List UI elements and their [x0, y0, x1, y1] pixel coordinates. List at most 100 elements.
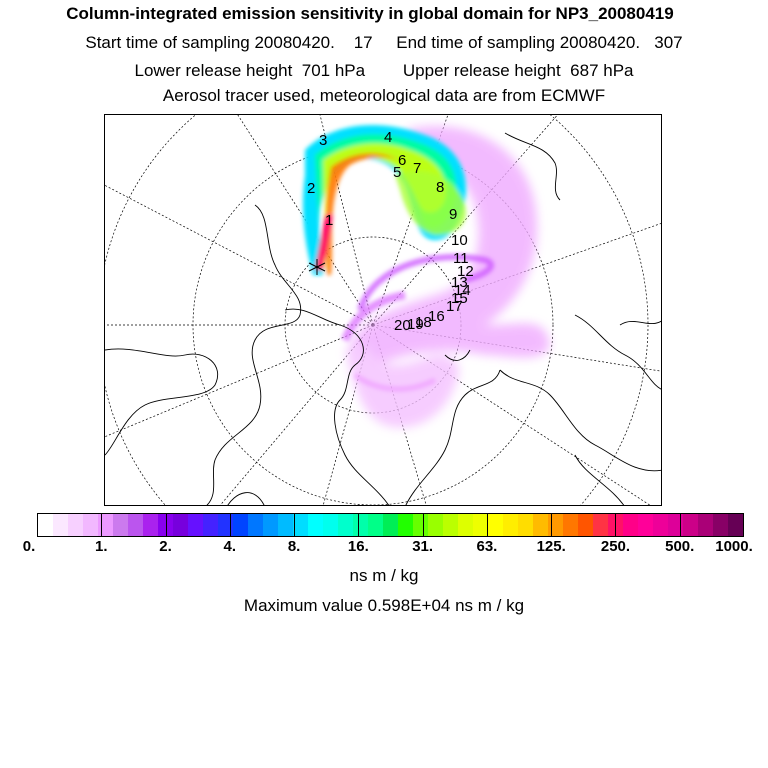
colorbar-cell — [233, 514, 248, 536]
colorbar-cell — [143, 514, 158, 536]
colorbar-cell — [443, 514, 458, 536]
colorbar-cell — [248, 514, 263, 536]
trajectory-label: 10 — [451, 232, 468, 249]
tracer-info-line: Aerosol tracer used, meteorological data… — [162, 86, 606, 105]
colorbar-tick-label: 63. — [476, 538, 498, 555]
colorbar-cell — [83, 514, 98, 536]
colorbar-cell — [458, 514, 473, 536]
colorbar-separator — [358, 513, 359, 537]
colorbar-cell — [398, 514, 413, 536]
colorbar-cell — [473, 514, 488, 536]
trajectory-label: 2 — [307, 180, 315, 197]
colorbar-cell — [308, 514, 323, 536]
map-canvas: 1 2 3 4 5 6 7 8 9 10 11 12 13 14 15 17 1… — [105, 115, 661, 505]
release-site-marker — [308, 259, 326, 275]
colorbar-tick-label: 1. — [95, 538, 108, 555]
colorbar-separator — [615, 513, 616, 537]
trajectory-label: 18 — [415, 314, 432, 331]
colorbar-separator — [487, 513, 488, 537]
colorbar-cell — [293, 514, 308, 536]
colorbar-separator — [101, 513, 102, 537]
colorbar-cell — [488, 514, 503, 536]
trajectory-label: 7 — [413, 160, 421, 177]
trajectory-label: 17 — [446, 298, 463, 315]
trajectory-label: 14 — [454, 282, 471, 299]
colorbar-cell — [203, 514, 218, 536]
maximum-value: Maximum value 0.598E+04 ns m / kg — [243, 596, 525, 615]
colorbar-cell — [638, 514, 653, 536]
colorbar-cell — [158, 514, 173, 536]
latitude-circles — [105, 115, 649, 505]
colorbar-cell — [218, 514, 233, 536]
release-height-line: Lower release height 701 hPa Upper relea… — [134, 61, 634, 80]
trajectory-label: 9 — [449, 206, 457, 223]
colorbar-tick-label: 4. — [223, 538, 237, 555]
trajectory-label: 12 — [457, 263, 474, 280]
colorbar-unit: ns m / kg — [349, 566, 419, 585]
colorbar-tick-label: 8. — [287, 538, 301, 555]
colorbar-cell — [518, 514, 533, 536]
trajectory-label: 6 — [398, 152, 406, 169]
colorbar-cell — [323, 514, 338, 536]
trajectory-label: 15 — [451, 290, 468, 307]
colorbar — [37, 513, 744, 537]
trajectory-label: 16 — [428, 308, 445, 325]
polar-map: 1 2 3 4 5 6 7 8 9 10 11 12 13 14 15 17 1… — [104, 114, 662, 506]
coastlines — [105, 132, 661, 505]
colorbar-cell — [68, 514, 83, 536]
colorbar-cell — [503, 514, 518, 536]
colorbar-cell — [728, 514, 743, 536]
colorbar-cell — [53, 514, 68, 536]
colorbar-cell — [653, 514, 668, 536]
colorbar-separator — [230, 513, 231, 537]
colorbar-cell — [113, 514, 128, 536]
colorbar-cell — [38, 514, 53, 536]
colorbar-cell — [428, 514, 443, 536]
colorbar-cell — [188, 514, 203, 536]
trajectory-label: 20 — [394, 317, 411, 334]
plot-title: Column-integrated emission sensitivity i… — [66, 4, 674, 23]
trajectory-label: 4 — [384, 129, 392, 146]
colorbar-cell — [533, 514, 548, 536]
trajectory-label: 13 — [451, 274, 468, 291]
colorbar-ticks: 0. 1. 2. 4. 8. 16. 31. 63. 125. 250. 500. 1000. — [0, 538, 768, 558]
colorbar-cell — [338, 514, 353, 536]
colorbar-tick-label: 2. — [159, 538, 172, 555]
colorbar-cell — [713, 514, 728, 536]
colorbar-tick-label: 31. — [412, 538, 434, 555]
colorbar-cell — [128, 514, 143, 536]
colorbar-cell — [698, 514, 713, 536]
trajectory-label: 5 — [393, 164, 401, 181]
colorbar-tick-label: 16. — [347, 538, 369, 555]
colorbar-tick-label: 500. — [665, 538, 695, 555]
colorbar-cell — [623, 514, 638, 536]
trajectory-label: 8 — [436, 179, 444, 196]
colorbar-separator — [680, 513, 681, 537]
colorbar-separator — [423, 513, 424, 537]
colorbar-cell — [593, 514, 608, 536]
sampling-time-line: Start time of sampling 20080420. 17 End … — [85, 33, 683, 52]
colorbar-cell — [383, 514, 398, 536]
colorbar-cell — [683, 514, 698, 536]
colorbar-cell — [668, 514, 683, 536]
colorbar-tick-label: 250. — [600, 538, 631, 555]
colorbar-separator — [294, 513, 295, 537]
colorbar-cell — [368, 514, 383, 536]
sensitivity-field-core — [302, 125, 466, 275]
trajectory-label: 3 — [319, 132, 327, 149]
sensitivity-field-arc — [341, 254, 495, 392]
colorbar-separator — [166, 513, 167, 537]
colorbar-tick-label: 1000. — [715, 538, 753, 555]
trajectory-label: 19 — [407, 316, 424, 333]
colorbar-tick-label: 0. — [22, 538, 36, 555]
colorbar-cell — [278, 514, 293, 536]
colorbar-cell — [563, 514, 578, 536]
colorbar-tick-label: 125. — [536, 538, 566, 555]
colorbar-cell — [263, 514, 278, 536]
colorbar-cell — [173, 514, 188, 536]
trajectory-label: 11 — [453, 250, 469, 267]
colorbar-cell — [413, 514, 428, 536]
trajectory-labels: 1 2 3 4 5 6 7 8 9 10 11 12 13 14 15 17 1… — [307, 129, 474, 334]
sensitivity-field-faint — [345, 126, 550, 428]
colorbar-cell — [353, 514, 368, 536]
